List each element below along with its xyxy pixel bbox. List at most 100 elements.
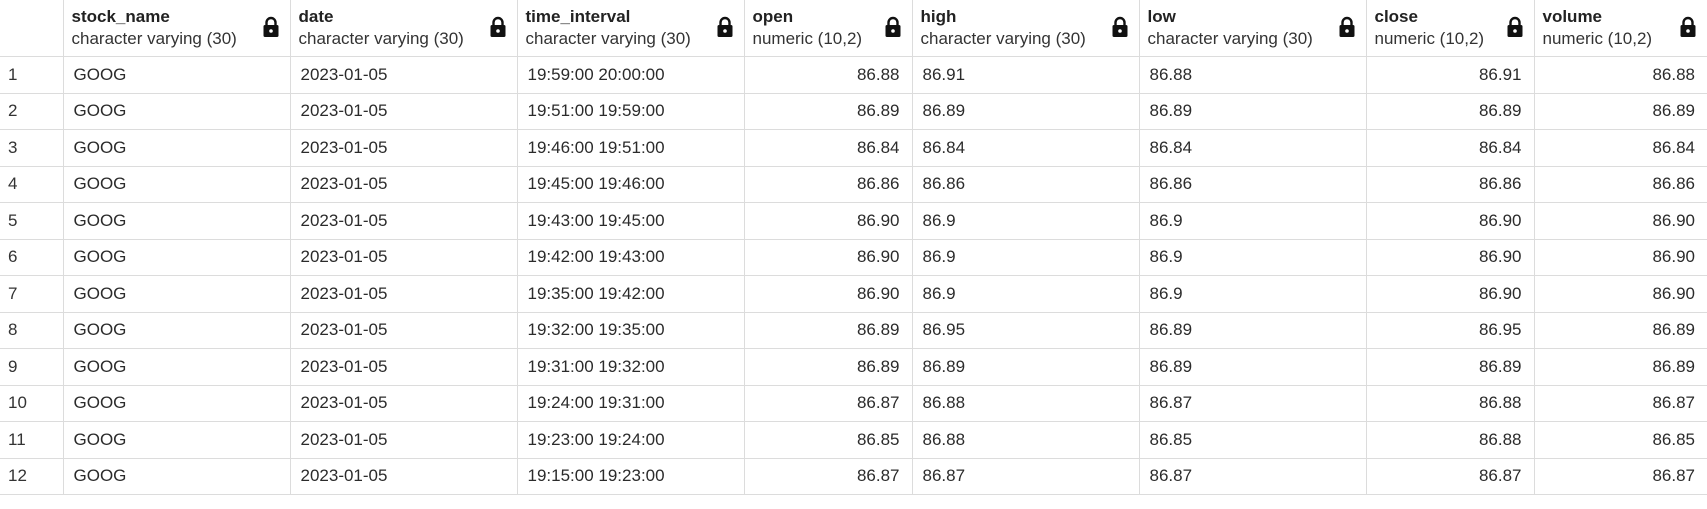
row-number[interactable]: 7 (0, 275, 64, 313)
cell-time-interval[interactable]: 19:59:00 20:00:00 (516, 56, 745, 94)
column-header-time-interval[interactable]: time_interval character varying (30) (516, 0, 745, 57)
cell-close[interactable]: 86.89 (1365, 92, 1535, 130)
cell-stock-name[interactable]: GOOG (62, 384, 291, 422)
cell-close[interactable]: 86.91 (1365, 56, 1535, 94)
cell-volume[interactable]: 86.90 (1533, 238, 1707, 276)
cell-time-interval[interactable]: 19:51:00 19:59:00 (516, 92, 745, 130)
cell-time-interval[interactable]: 19:45:00 19:46:00 (516, 165, 745, 203)
cell-volume[interactable]: 86.90 (1533, 275, 1707, 313)
cell-open[interactable]: 86.90 (743, 202, 913, 240)
cell-close[interactable]: 86.88 (1365, 421, 1535, 459)
cell-stock-name[interactable]: GOOG (62, 348, 291, 386)
cell-stock-name[interactable]: GOOG (62, 165, 291, 203)
cell-date[interactable]: 2023-01-05 (289, 202, 518, 240)
cell-high[interactable]: 86.89 (911, 92, 1140, 130)
cell-high[interactable]: 86.88 (911, 421, 1140, 459)
cell-low[interactable]: 86.85 (1138, 421, 1367, 459)
cell-high[interactable]: 86.84 (911, 129, 1140, 167)
cell-date[interactable]: 2023-01-05 (289, 165, 518, 203)
cell-low[interactable]: 86.89 (1138, 92, 1367, 130)
cell-volume[interactable]: 86.89 (1533, 92, 1707, 130)
cell-volume[interactable]: 86.84 (1533, 129, 1707, 167)
row-number[interactable]: 4 (0, 165, 64, 203)
table-row[interactable]: 1 GOOG 2023-01-05 19:59:00 20:00:00 86.88 86.… (0, 56, 1707, 94)
cell-high[interactable]: 86.89 (911, 348, 1140, 386)
cell-volume[interactable]: 86.87 (1533, 384, 1707, 422)
cell-high[interactable]: 86.88 (911, 384, 1140, 422)
cell-time-interval[interactable]: 19:31:00 19:32:00 (516, 348, 745, 386)
column-header-open[interactable]: open numeric (10,2) (743, 0, 913, 57)
cell-close[interactable]: 86.88 (1365, 384, 1535, 422)
cell-volume[interactable]: 86.86 (1533, 165, 1707, 203)
cell-open[interactable]: 86.84 (743, 129, 913, 167)
cell-low[interactable]: 86.89 (1138, 348, 1367, 386)
table-row[interactable]: 12 GOOG 2023-01-05 19:15:00 19:23:00 86.87 86… (0, 457, 1707, 495)
cell-high[interactable]: 86.86 (911, 165, 1140, 203)
cell-time-interval[interactable]: 19:43:00 19:45:00 (516, 202, 745, 240)
cell-open[interactable]: 86.89 (743, 348, 913, 386)
cell-volume[interactable]: 86.85 (1533, 421, 1707, 459)
table-row[interactable]: 8 GOOG 2023-01-05 19:32:00 19:35:00 86.89 86.… (0, 311, 1707, 349)
row-number[interactable]: 11 (0, 421, 64, 459)
row-number[interactable]: 8 (0, 311, 64, 349)
cell-time-interval[interactable]: 19:23:00 19:24:00 (516, 421, 745, 459)
cell-date[interactable]: 2023-01-05 (289, 421, 518, 459)
cell-close[interactable]: 86.87 (1365, 457, 1535, 495)
cell-close[interactable]: 86.90 (1365, 275, 1535, 313)
cell-stock-name[interactable]: GOOG (62, 202, 291, 240)
cell-open[interactable]: 86.90 (743, 238, 913, 276)
cell-high[interactable]: 86.9 (911, 275, 1140, 313)
row-number[interactable]: 1 (0, 56, 64, 94)
table-row[interactable]: 6 GOOG 2023-01-05 19:42:00 19:43:00 86.90 86.… (0, 238, 1707, 276)
table-row[interactable]: 11 GOOG 2023-01-05 19:23:00 19:24:00 86.85 86… (0, 421, 1707, 459)
column-header-volume[interactable]: volume numeric (10,2) (1533, 0, 1707, 57)
cell-date[interactable]: 2023-01-05 (289, 275, 518, 313)
row-number[interactable]: 12 (0, 457, 64, 495)
cell-time-interval[interactable]: 19:42:00 19:43:00 (516, 238, 745, 276)
cell-date[interactable]: 2023-01-05 (289, 457, 518, 495)
cell-high[interactable]: 86.9 (911, 238, 1140, 276)
cell-close[interactable]: 86.84 (1365, 129, 1535, 167)
cell-close[interactable]: 86.95 (1365, 311, 1535, 349)
cell-stock-name[interactable]: GOOG (62, 238, 291, 276)
row-number[interactable]: 2 (0, 92, 64, 130)
cell-stock-name[interactable]: GOOG (62, 56, 291, 94)
cell-time-interval[interactable]: 19:46:00 19:51:00 (516, 129, 745, 167)
table-row[interactable]: 5 GOOG 2023-01-05 19:43:00 19:45:00 86.90 86.… (0, 202, 1707, 240)
cell-low[interactable]: 86.86 (1138, 165, 1367, 203)
cell-low[interactable]: 86.87 (1138, 457, 1367, 495)
cell-time-interval[interactable]: 19:24:00 19:31:00 (516, 384, 745, 422)
cell-volume[interactable]: 86.87 (1533, 457, 1707, 495)
column-header-low[interactable]: low character varying (30) (1138, 0, 1367, 57)
cell-open[interactable]: 86.87 (743, 384, 913, 422)
cell-date[interactable]: 2023-01-05 (289, 384, 518, 422)
cell-stock-name[interactable]: GOOG (62, 457, 291, 495)
table-row[interactable]: 9 GOOG 2023-01-05 19:31:00 19:32:00 86.89 86.… (0, 348, 1707, 386)
row-number-header[interactable] (0, 0, 64, 57)
cell-stock-name[interactable]: GOOG (62, 421, 291, 459)
cell-low[interactable]: 86.87 (1138, 384, 1367, 422)
cell-open[interactable]: 86.86 (743, 165, 913, 203)
cell-close[interactable]: 86.89 (1365, 348, 1535, 386)
column-header-high[interactable]: high character varying (30) (911, 0, 1140, 57)
table-row[interactable]: 3 GOOG 2023-01-05 19:46:00 19:51:00 86.84 86.… (0, 129, 1707, 167)
cell-time-interval[interactable]: 19:35:00 19:42:00 (516, 275, 745, 313)
column-header-close[interactable]: close numeric (10,2) (1365, 0, 1535, 57)
cell-open[interactable]: 86.89 (743, 311, 913, 349)
cell-stock-name[interactable]: GOOG (62, 129, 291, 167)
cell-low[interactable]: 86.88 (1138, 56, 1367, 94)
cell-open[interactable]: 86.87 (743, 457, 913, 495)
cell-low[interactable]: 86.84 (1138, 129, 1367, 167)
cell-time-interval[interactable]: 19:32:00 19:35:00 (516, 311, 745, 349)
cell-stock-name[interactable]: GOOG (62, 311, 291, 349)
table-row[interactable]: 2 GOOG 2023-01-05 19:51:00 19:59:00 86.89 86.… (0, 92, 1707, 130)
row-number[interactable]: 10 (0, 384, 64, 422)
cell-open[interactable]: 86.89 (743, 92, 913, 130)
cell-high[interactable]: 86.9 (911, 202, 1140, 240)
cell-open[interactable]: 86.90 (743, 275, 913, 313)
table-row[interactable]: 7 GOOG 2023-01-05 19:35:00 19:42:00 86.90 86.… (0, 275, 1707, 313)
table-row[interactable]: 4 GOOG 2023-01-05 19:45:00 19:46:00 86.86 86.… (0, 165, 1707, 203)
cell-high[interactable]: 86.91 (911, 56, 1140, 94)
cell-volume[interactable]: 86.89 (1533, 311, 1707, 349)
cell-high[interactable]: 86.95 (911, 311, 1140, 349)
